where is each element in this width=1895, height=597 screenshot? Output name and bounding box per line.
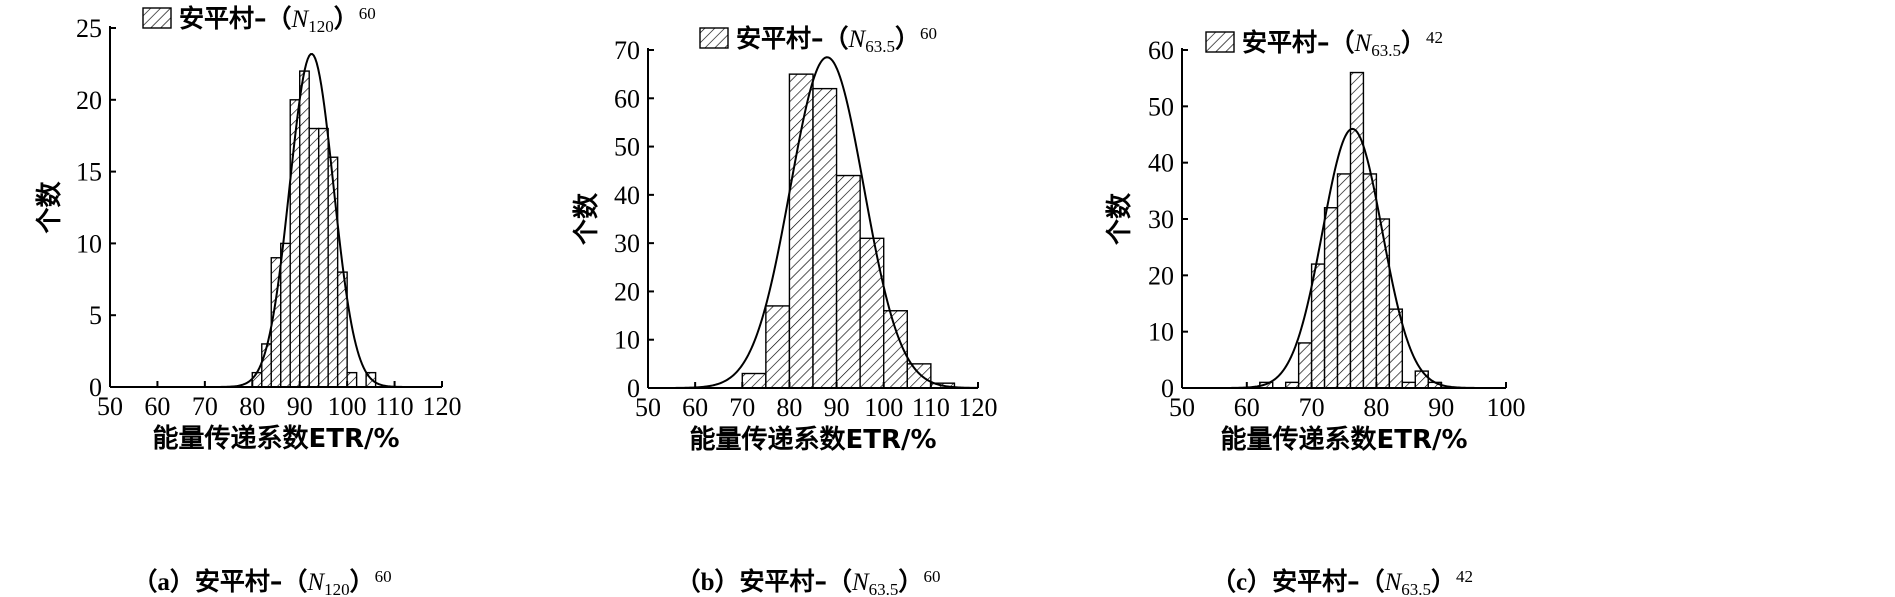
- y-tick-label: 70: [614, 36, 640, 65]
- y-tick-label: 25: [76, 14, 102, 43]
- x-tick-label: 100: [1487, 393, 1526, 422]
- histogram-bar: [1414, 370, 1429, 389]
- legend-label: 安平村–（N63.5）60: [736, 24, 937, 56]
- x-axis-label: 能量传递系数ETR/%: [152, 423, 399, 454]
- y-tick-label: 0: [1161, 374, 1174, 403]
- x-tick-label: 60: [1234, 393, 1260, 422]
- legend-label: 安平村–（N120）60: [179, 4, 376, 36]
- x-tick-label: 90: [287, 392, 313, 421]
- y-axis-label: 个数: [572, 192, 602, 245]
- x-tick-label: 90: [824, 393, 850, 422]
- histogram-bar: [1310, 263, 1326, 389]
- y-tick-label: 20: [76, 86, 102, 115]
- histogram-bar: [308, 127, 320, 388]
- histogram-bar: [788, 73, 814, 389]
- x-tick-label: 70: [729, 393, 755, 422]
- x-tick-label: 100: [328, 392, 367, 421]
- x-tick-label: 60: [682, 393, 708, 422]
- x-tick-label: 80: [1363, 393, 1389, 422]
- panel-caption: （b）安平村–（N63.5）60: [676, 567, 941, 597]
- x-tick-label: 50: [1169, 393, 1195, 422]
- panel-a: 50 60 70 80 90 100 110 120 0 5 10 15 20 25 能量传递系数ETR/%…: [35, 4, 462, 597]
- histogram-bar: [812, 87, 838, 389]
- histogram-bar: [317, 127, 329, 388]
- histogram-bar: [765, 305, 791, 389]
- legend-swatch: [1205, 31, 1235, 53]
- y-axis-label: 个数: [35, 181, 65, 234]
- normal-fit-curve: [648, 56, 979, 389]
- panel-caption: （c）安平村–（N63.5）42: [1211, 567, 1473, 597]
- histogram-bar: [1362, 173, 1378, 389]
- x-tick-label: 100: [864, 393, 903, 422]
- y-tick-label: 10: [614, 326, 640, 355]
- x-tick-label: 110: [376, 392, 414, 421]
- x-tick-label: 60: [144, 392, 170, 421]
- histogram-bar: [859, 237, 885, 389]
- y-tick-label: 40: [1148, 149, 1174, 178]
- x-tick-label: 120: [423, 392, 462, 421]
- x-tick-label: 90: [1428, 393, 1454, 422]
- histogram-bar: [1388, 308, 1404, 389]
- legend-swatch: [142, 7, 172, 29]
- histogram-bar: [1336, 173, 1352, 389]
- y-tick-label: 15: [76, 158, 102, 187]
- x-tick-label: 70: [1299, 393, 1325, 422]
- y-axis-label: 个数: [1105, 192, 1135, 245]
- x-tick-label: 110: [912, 393, 950, 422]
- x-tick-label: 50: [97, 392, 123, 421]
- x-tick-label: 80: [239, 392, 265, 421]
- histogram-bar: [1297, 342, 1313, 389]
- histogram-bar: [1375, 218, 1391, 389]
- histogram-bar: [906, 363, 932, 389]
- x-axis-label: 能量传递系数ETR/%: [1220, 424, 1467, 455]
- histogram-bar: [346, 371, 358, 388]
- histogram-bar: [1323, 207, 1339, 389]
- histogram-bar: [741, 372, 767, 389]
- panel-c: 50 60 70 80 90 1000102030405060能量传递系数ETR/%个数安…: [1105, 28, 1526, 597]
- y-tick-label: 0: [89, 373, 102, 402]
- histogram-bar: [299, 70, 310, 388]
- x-tick-label: 70: [192, 392, 218, 421]
- y-tick-label: 20: [1148, 261, 1174, 290]
- y-tick-label: 0: [627, 374, 640, 403]
- y-tick-label: 10: [76, 229, 102, 258]
- histogram-bar: [835, 174, 861, 389]
- histogram-bar: [327, 156, 339, 388]
- y-tick-label: 40: [614, 181, 640, 210]
- y-tick-label: 60: [1148, 36, 1174, 65]
- y-tick-label: 60: [614, 84, 640, 113]
- legend-swatch: [699, 27, 729, 49]
- panel-caption: （a）安平村–（N120）60: [132, 567, 391, 597]
- x-tick-label: 50: [635, 393, 661, 422]
- y-tick-label: 30: [1148, 205, 1174, 234]
- legend-label: 安平村–（N63.5）42: [1242, 28, 1443, 60]
- y-tick-label: 10: [1148, 318, 1174, 347]
- y-tick-label: 5: [89, 301, 102, 330]
- y-tick-label: 30: [614, 229, 640, 258]
- x-axis-label: 能量传递系数ETR/%: [689, 424, 936, 455]
- y-tick-label: 50: [1148, 92, 1174, 121]
- histogram-bar: [1349, 71, 1365, 389]
- y-tick-label: 20: [614, 277, 640, 306]
- histogram-bar: [280, 242, 291, 388]
- panel-b: 50 60 70 80 90 100 110 120010203040506070能量传递系数…: [572, 24, 998, 597]
- histogram-bar: [251, 371, 263, 388]
- y-tick-label: 50: [614, 133, 640, 162]
- x-tick-label: 120: [959, 393, 998, 422]
- x-tick-label: 80: [776, 393, 802, 422]
